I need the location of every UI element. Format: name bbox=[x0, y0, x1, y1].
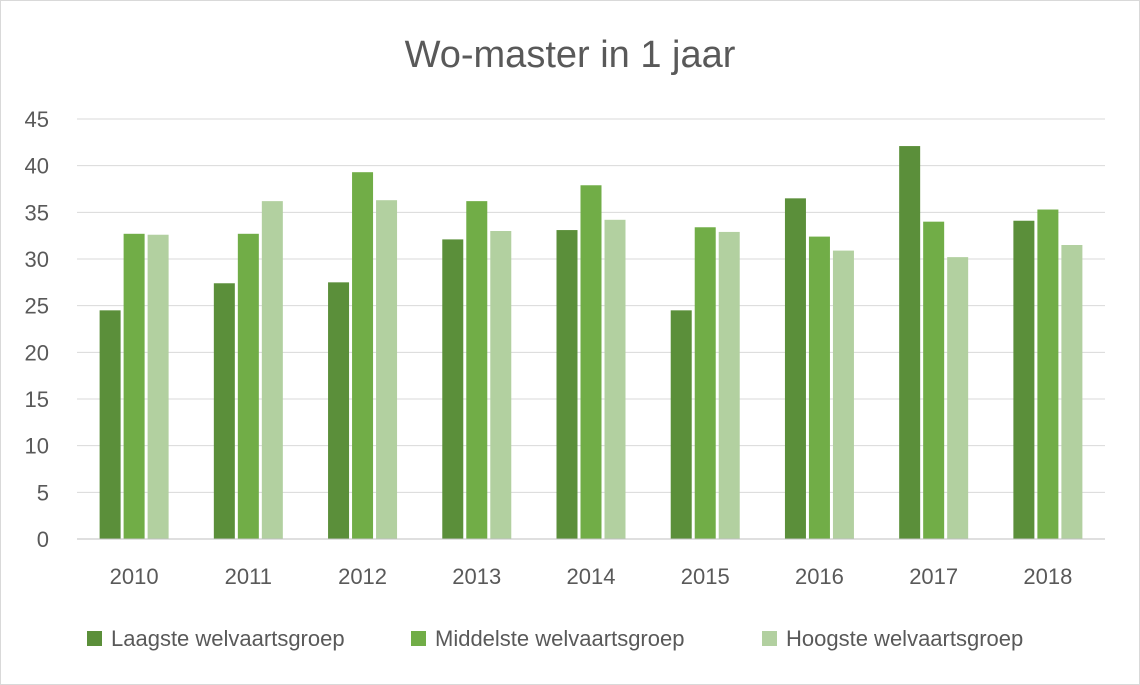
legend-swatch bbox=[87, 631, 102, 646]
bar bbox=[328, 282, 350, 539]
bar bbox=[123, 233, 145, 540]
legend-swatch bbox=[762, 631, 777, 646]
bar bbox=[670, 310, 692, 539]
chart-title: Wo-master in 1 jaar bbox=[405, 34, 736, 76]
bar bbox=[442, 239, 464, 539]
bar bbox=[376, 200, 398, 539]
x-tick-label: 2012 bbox=[338, 564, 387, 589]
y-tick-label: 15 bbox=[25, 387, 49, 412]
bar bbox=[99, 310, 121, 539]
legend-label: Middelste welvaartsgroep bbox=[435, 626, 684, 651]
bar bbox=[784, 198, 806, 540]
x-tick-label: 2010 bbox=[110, 564, 159, 589]
bar bbox=[808, 236, 830, 539]
y-tick-label: 35 bbox=[25, 200, 49, 225]
bar bbox=[832, 250, 854, 539]
bar bbox=[490, 231, 512, 539]
y-tick-label: 25 bbox=[25, 294, 49, 319]
bar bbox=[1037, 209, 1059, 540]
x-tick-label: 2015 bbox=[681, 564, 730, 589]
bar bbox=[923, 221, 945, 539]
y-tick-label: 20 bbox=[25, 340, 49, 365]
x-axis-tick-labels: 2010 2011 2012 2013 2014 2015 2016 2017 2018 bbox=[110, 564, 1073, 589]
bar bbox=[237, 233, 259, 540]
bar bbox=[899, 146, 921, 540]
y-tick-label: 40 bbox=[25, 154, 49, 179]
x-tick-label: 2014 bbox=[567, 564, 616, 589]
bar bbox=[556, 230, 578, 540]
legend-label: Laagste welvaartsgroep bbox=[111, 626, 345, 651]
x-tick-label: 2011 bbox=[225, 564, 272, 589]
legend-swatch bbox=[411, 631, 426, 646]
y-axis-tick-labels: 0 5 10 15 20 25 30 35 40 45 bbox=[25, 107, 49, 552]
bar bbox=[1061, 245, 1083, 539]
y-tick-label: 45 bbox=[25, 107, 49, 132]
bar bbox=[947, 257, 969, 539]
bar bbox=[1013, 220, 1035, 539]
x-tick-label: 2013 bbox=[452, 564, 501, 589]
bar bbox=[147, 234, 169, 539]
bar bbox=[718, 231, 740, 539]
y-tick-label: 30 bbox=[25, 247, 49, 272]
bars bbox=[99, 146, 1083, 540]
y-tick-label: 0 bbox=[37, 527, 49, 552]
y-tick-label: 10 bbox=[25, 434, 49, 459]
x-tick-label: 2017 bbox=[909, 564, 958, 589]
bar bbox=[604, 219, 626, 540]
y-tick-label: 5 bbox=[37, 480, 49, 505]
bar bbox=[213, 283, 235, 539]
x-tick-label: 2018 bbox=[1023, 564, 1072, 589]
bar bbox=[352, 172, 374, 539]
bar bbox=[694, 227, 716, 539]
bar bbox=[466, 201, 488, 539]
legend-label: Hoogste welvaartsgroep bbox=[786, 626, 1023, 651]
bar bbox=[261, 201, 283, 539]
x-tick-label: 2016 bbox=[795, 564, 844, 589]
bar bbox=[580, 185, 602, 539]
legend: Laagste welvaartsgroep Middelste welvaart… bbox=[87, 626, 1023, 651]
